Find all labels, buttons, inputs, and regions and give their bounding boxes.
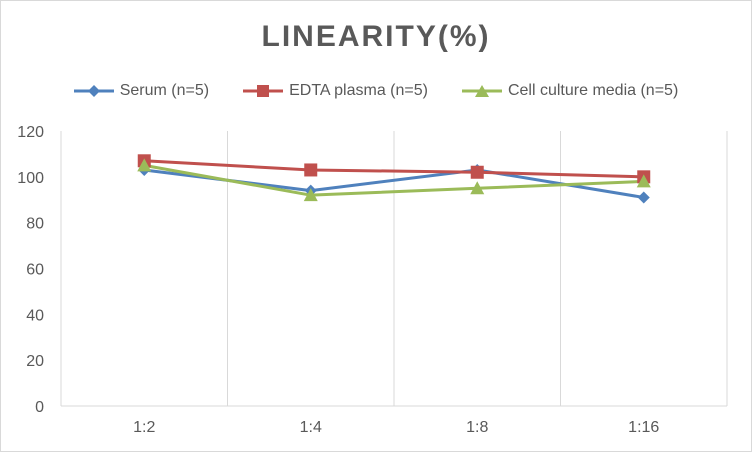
- x-tick-label: 1:8: [466, 419, 488, 436]
- legend-marker-edta-plasma: [243, 85, 284, 97]
- data-point-1: [304, 163, 318, 177]
- data-point-2: [636, 174, 651, 188]
- legend-marker-serum: [73, 85, 114, 97]
- x-tick-label: 1:16: [628, 419, 659, 436]
- data-point-2: [137, 158, 152, 172]
- data-point-1: [470, 165, 484, 179]
- x-tick-label: 1:4: [300, 419, 322, 436]
- data-point-0: [637, 191, 650, 204]
- chart-title: LINEARITY(%): [261, 20, 491, 53]
- legend-label-edta-plasma: EDTA plasma (n=5): [289, 82, 428, 99]
- chart-legend: Serum (n=5) EDTA plasma (n=5) Cell cultu…: [0, 78, 752, 104]
- legend-item-edta-plasma: EDTA plasma (n=5): [243, 78, 428, 104]
- y-tick-label: 60: [26, 262, 44, 279]
- legend-label-cell-culture-media: Cell culture media (n=5): [507, 82, 679, 99]
- y-tick-label: 40: [26, 307, 44, 324]
- y-tick-label: 100: [17, 170, 44, 187]
- y-tick-label: 120: [17, 124, 44, 141]
- y-tick-label: 20: [26, 353, 44, 370]
- data-point-2: [303, 188, 318, 202]
- legend-label-serum: Serum (n=5): [119, 82, 210, 99]
- legend-item-cell-culture-media: Cell culture media (n=5): [461, 78, 679, 104]
- x-tick-label: 1:2: [133, 419, 155, 436]
- y-tick-label: 80: [26, 216, 44, 233]
- series-line-2: [143, 163, 644, 197]
- data-point-2: [470, 181, 485, 195]
- legend-item-serum: Serum (n=5): [73, 78, 210, 104]
- y-tick-label: 0: [35, 399, 44, 416]
- legend-marker-cell-culture-media: [461, 85, 502, 97]
- series-line-1: [144, 159, 644, 179]
